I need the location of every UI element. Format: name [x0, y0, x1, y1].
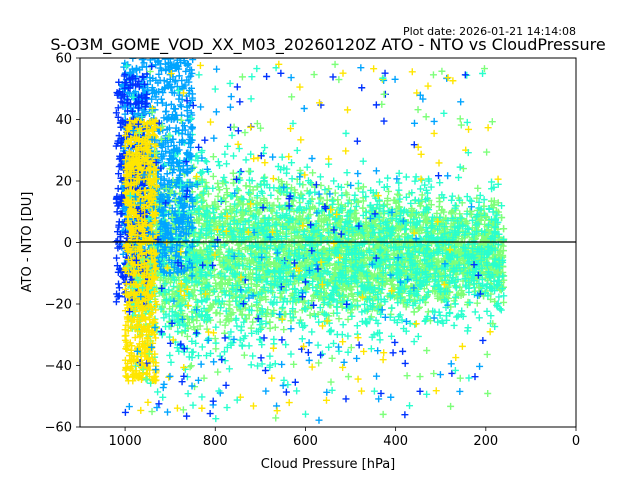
data-point: [214, 192, 222, 200]
data-point: [246, 234, 254, 242]
data-point: [209, 172, 217, 180]
data-point: [246, 183, 254, 191]
data-point: [203, 325, 211, 333]
data-point: [214, 293, 222, 301]
plot-date: Plot date: 2026-01-21 14:14:08: [403, 25, 576, 38]
data-point: [287, 229, 295, 237]
data-point: [415, 303, 423, 311]
data-point: [500, 298, 508, 306]
data-point: [200, 240, 208, 248]
data-point: [331, 189, 339, 197]
data-point: [193, 317, 201, 325]
chart-title: S-O3M_GOME_VOD_XX_M03_20260120Z ATO - NT…: [50, 35, 605, 55]
data-point: [344, 180, 352, 188]
data-points: [112, 58, 508, 424]
data-point: [385, 187, 393, 195]
data-point: [253, 314, 261, 322]
data-point: [473, 299, 481, 307]
data-point: [433, 209, 441, 217]
data-point: [323, 196, 331, 204]
data-point: [274, 195, 282, 203]
